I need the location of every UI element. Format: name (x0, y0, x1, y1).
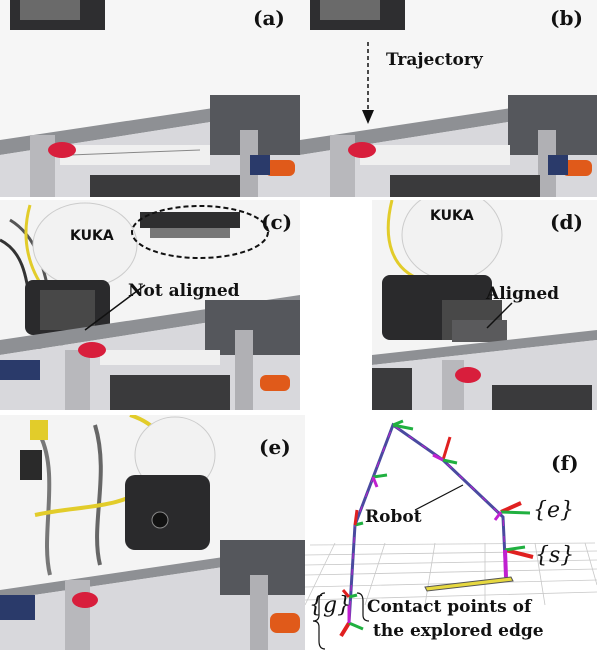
frame-e-label: {e} (533, 498, 575, 523)
panel-d: KUKA (d) Aligned (372, 200, 597, 410)
aligned-label: Aligned (486, 284, 560, 304)
joint-frame-3 (371, 473, 388, 488)
panel-d-photo: KUKA (372, 200, 597, 410)
sensor-frame-s (503, 545, 534, 578)
panel-b: (b) Trajectory (300, 0, 597, 197)
panel-a-photo (0, 0, 300, 197)
joint-frame-1 (392, 419, 414, 431)
panel-a: (a) (0, 0, 300, 197)
panel-c: KUKA (c) Not aligned (0, 200, 300, 410)
joint-frame-4 (353, 509, 364, 527)
frame-g-label: {g} (309, 593, 352, 618)
contact-points-label-line1: Contact points of (367, 597, 532, 617)
panel-label-d: (d) (550, 210, 583, 234)
explored-edge (424, 576, 514, 592)
trajectory-arrowhead (362, 110, 374, 124)
panel-b-photo (300, 0, 597, 197)
end-effector-frame-e (493, 501, 531, 521)
misalignment-highlight (131, 205, 269, 259)
base-frame-g (339, 589, 364, 638)
panel-c-photo: KUKA (0, 200, 300, 410)
panel-label-e: (e) (259, 435, 291, 459)
trajectory-label: Trajectory (386, 50, 483, 70)
robot-label: Robot (365, 507, 422, 527)
joint-frame-2 (432, 436, 458, 465)
panel-label-f: (f) (551, 451, 579, 475)
panel-e-photo (0, 415, 305, 650)
panel-f: (f) Robot {e} {s} {g} Contact points of … (305, 415, 597, 650)
aligned-pointer (486, 302, 513, 329)
robot-label-pointer (414, 484, 464, 511)
svg-text:KUKA: KUKA (70, 228, 114, 244)
svg-text:KUKA: KUKA (430, 208, 474, 224)
panel-label-b: (b) (550, 6, 583, 30)
panel-label-a: (a) (253, 6, 285, 30)
not-aligned-label: Not aligned (128, 281, 240, 301)
not-aligned-pointer (84, 284, 146, 331)
frame-s-label: {s} (535, 543, 575, 568)
contact-points-label-line2: the explored edge (373, 621, 544, 641)
panel-e: (e) (0, 415, 305, 650)
panel-f-visualization (305, 415, 597, 650)
panel-label-c: (c) (261, 210, 293, 234)
